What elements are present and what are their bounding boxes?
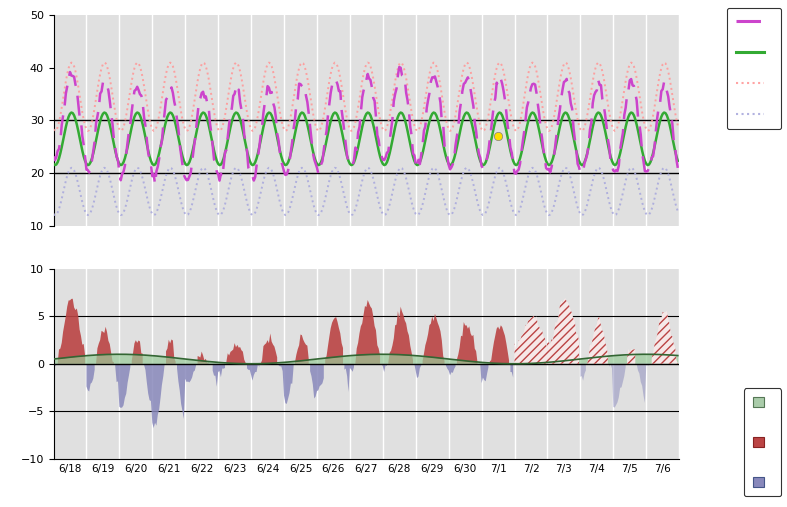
Legend: , , : , , — [744, 388, 781, 496]
Legend: , , , : , , , — [727, 8, 781, 129]
